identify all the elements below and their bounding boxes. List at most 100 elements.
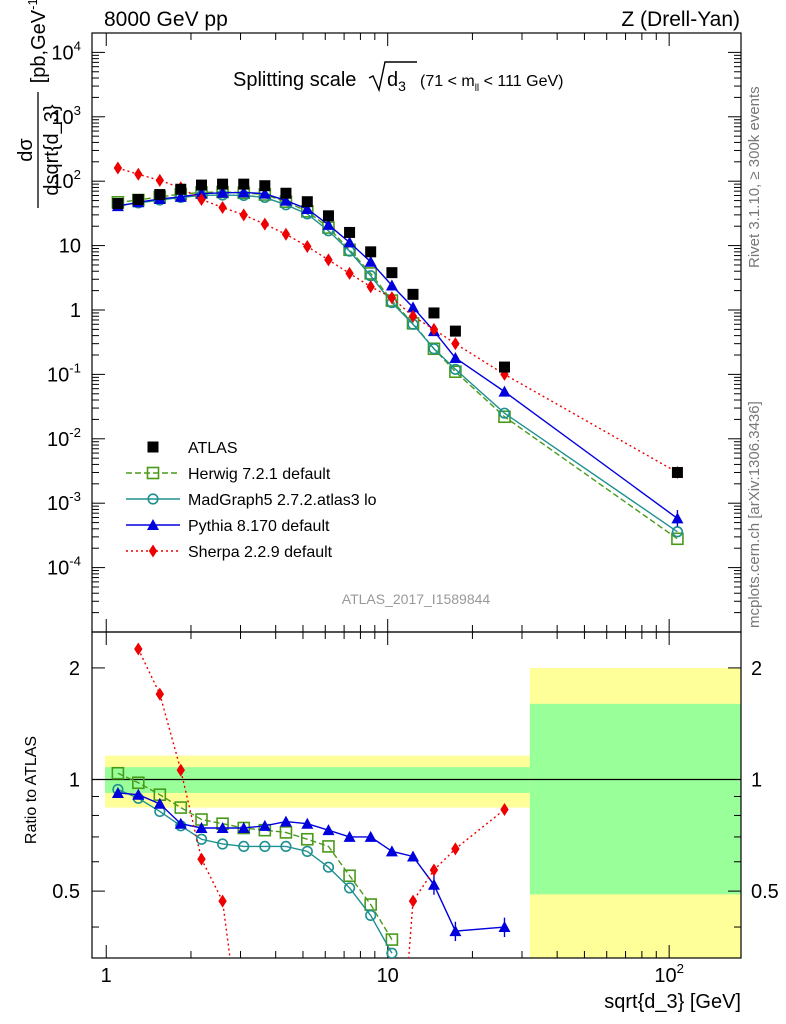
series-data: [112, 178, 683, 478]
ratio-point-madgraph: [386, 947, 398, 958]
ratio-point-sherpa: [218, 894, 227, 908]
ylabel-numerator: dσ: [15, 138, 37, 162]
legend-entry-herwig: Herwig 7.2.1 default: [126, 466, 331, 483]
ratio-point-pythia: [237, 821, 250, 833]
legend-entry-pythia: Pythia 8.170 default: [126, 518, 330, 535]
point-sherpa: [218, 201, 227, 215]
point-pythia: [279, 194, 292, 206]
title-range: (71 < mll < 111 GeV): [420, 73, 563, 94]
point-sherpa: [429, 322, 439, 336]
point-sherpa: [239, 208, 248, 222]
point-pythia: [301, 202, 314, 214]
ratio-y-tick-label-left: 2: [69, 658, 80, 680]
process-label: Z (Drell-Yan): [621, 8, 740, 31]
point-data: [407, 288, 419, 300]
point-pythia: [385, 279, 398, 291]
ratio-series-sherpa: [134, 642, 509, 958]
ratio-y-tick-label-right: 0.5: [751, 881, 779, 903]
ratio-point-madgraph: [343, 882, 356, 894]
ratio-point-madgraph: [259, 840, 271, 853]
legend-marker-herwig: [146, 466, 160, 480]
ratio-point-herwig: [174, 801, 188, 814]
point-madgraph: [428, 343, 440, 355]
legend-label-madgraph: MadGraph5 2.7.2.atlas3 lo: [188, 492, 377, 509]
point-pythia: [237, 186, 250, 198]
ratio-point-sherpa: [429, 863, 439, 877]
ratio-y-tick-label-left: 1: [69, 770, 80, 792]
mcplots-label: mcplots.cern.ch [arXiv:1306.3436]: [746, 401, 763, 628]
ratio-band-inner: [529, 703, 741, 895]
title-sqrt-sign: [368, 61, 417, 93]
point-sherpa: [155, 173, 165, 187]
point-herwig: [449, 365, 462, 379]
ratio-point-herwig: [385, 933, 399, 946]
y-tick-label: 1: [70, 300, 81, 322]
point-data: [259, 180, 271, 192]
point-pythia: [449, 351, 462, 363]
ratio-point-herwig: [111, 766, 125, 780]
ratio-point-sherpa: [408, 894, 418, 908]
point-data: [280, 187, 292, 199]
ratio-point-herwig: [343, 869, 356, 883]
rivet-label: Rivet 3.1.10, ≥ 300k events: [746, 86, 763, 268]
x-tick-label: 102: [654, 961, 684, 987]
energy-label: 8000 GeV pp: [104, 8, 228, 31]
point-data: [344, 226, 356, 238]
legend-marker-data: [147, 441, 159, 453]
point-data: [112, 198, 124, 210]
y-tick-label: 102: [51, 167, 81, 193]
ratio-line-madgraph: [117, 788, 393, 954]
point-sherpa: [324, 253, 333, 267]
legend-marker-sherpa: [148, 544, 158, 558]
point-data: [449, 325, 461, 337]
series-madgraph: [112, 189, 684, 538]
y-tick-label: 10-2: [47, 425, 81, 451]
ratio-uncertainty-bands: [105, 667, 741, 958]
point-data: [322, 210, 334, 222]
y-tick-label: 10-4: [47, 554, 81, 580]
point-data: [175, 183, 187, 195]
series-line-sherpa: [117, 167, 678, 474]
ratio-line-sherpa-low-x: [137, 648, 231, 958]
y-ticks-ratio: [92, 667, 741, 928]
ratio-point-madgraph: [301, 845, 313, 857]
point-madgraph: [671, 526, 684, 538]
legend-label-sherpa: Sherpa 2.2.9 default: [188, 544, 333, 561]
ratio-series-pythia: [111, 786, 511, 942]
y-tick-label: 103: [51, 103, 81, 129]
legend-entry-madgraph: MadGraph5 2.7.2.atlas3 lo: [126, 492, 377, 509]
x-ticks: [105, 33, 670, 958]
point-pythia: [174, 190, 187, 202]
y-tick-label: 104: [51, 38, 81, 64]
point-pythia: [343, 236, 356, 248]
ratio-series-madgraph: [112, 783, 398, 958]
point-data: [498, 361, 510, 373]
ratio-series: [111, 642, 511, 958]
ratio-point-madgraph: [195, 833, 208, 845]
ylabel-unit: [pb,GeV-1]: [25, 0, 50, 83]
legend-marker-madgraph: [147, 493, 159, 505]
point-sherpa: [408, 309, 418, 323]
point-pythia: [322, 218, 335, 230]
ratio-y-axis-label: Ratio to ATLAS: [23, 736, 40, 844]
point-sherpa: [113, 161, 123, 175]
ratio-point-pythia: [111, 786, 124, 798]
legend-marker-pythia: [147, 519, 159, 530]
ratio-point-madgraph: [216, 838, 229, 850]
chart-title: Splitting scale: [233, 69, 356, 91]
ratio-point-pythia: [258, 819, 271, 831]
ratio-point-madgraph: [280, 840, 292, 853]
point-data: [365, 246, 377, 258]
legend-entry-data: ATLAS: [147, 440, 238, 457]
point-pythia: [407, 301, 420, 313]
ratio-point-pythia: [153, 797, 166, 809]
y-ticks-main: [92, 32, 741, 633]
point-herwig: [364, 267, 377, 280]
ratio-point-sherpa: [451, 842, 460, 856]
point-data: [238, 178, 250, 190]
point-sherpa: [345, 266, 354, 280]
point-sherpa: [303, 239, 312, 253]
point-pythia: [258, 187, 271, 199]
x-axis-label: sqrt{d_3} [GeV]: [604, 991, 741, 1013]
